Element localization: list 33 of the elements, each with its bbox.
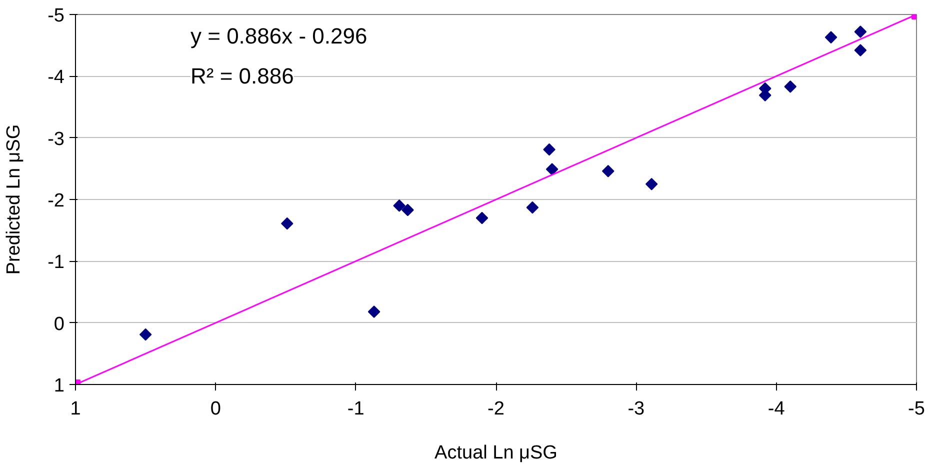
point [280, 217, 294, 230]
point [543, 143, 556, 156]
y-tick-label: 0 [54, 314, 65, 335]
point [824, 31, 838, 44]
y-tick-label: -1 [48, 252, 65, 274]
x-tick-label: -4 [768, 398, 786, 420]
x-axis-title: Actual Ln μSG [434, 442, 558, 464]
x-tick-label: -1 [347, 398, 364, 420]
point [476, 212, 488, 224]
point [602, 164, 614, 178]
x-tick-label: 1 [70, 398, 81, 420]
point [526, 201, 539, 214]
x-tick-label: -5 [908, 398, 925, 420]
annotation: y = 0.886x - 0.296 [190, 24, 368, 48]
point [546, 163, 558, 176]
annotation: R² = 0.886 [190, 64, 294, 88]
y-tick-label: 1 [54, 376, 65, 396]
point [368, 306, 380, 318]
point [139, 328, 152, 341]
y-tick-label: -3 [48, 128, 65, 150]
x-tick-label: -3 [628, 398, 645, 420]
y-tick-label: -2 [48, 190, 65, 212]
point [402, 204, 414, 216]
x-tick-label: 0 [210, 398, 221, 420]
y-tick-label: -5 [48, 6, 65, 26]
y-tick-label: -4 [48, 67, 65, 88]
point [854, 44, 867, 56]
point [645, 178, 658, 190]
y-axis-title: Predicted Ln μSG [4, 124, 25, 275]
x-tick-label: -2 [488, 398, 504, 420]
point [854, 26, 867, 38]
point [393, 200, 406, 212]
point [784, 80, 797, 93]
